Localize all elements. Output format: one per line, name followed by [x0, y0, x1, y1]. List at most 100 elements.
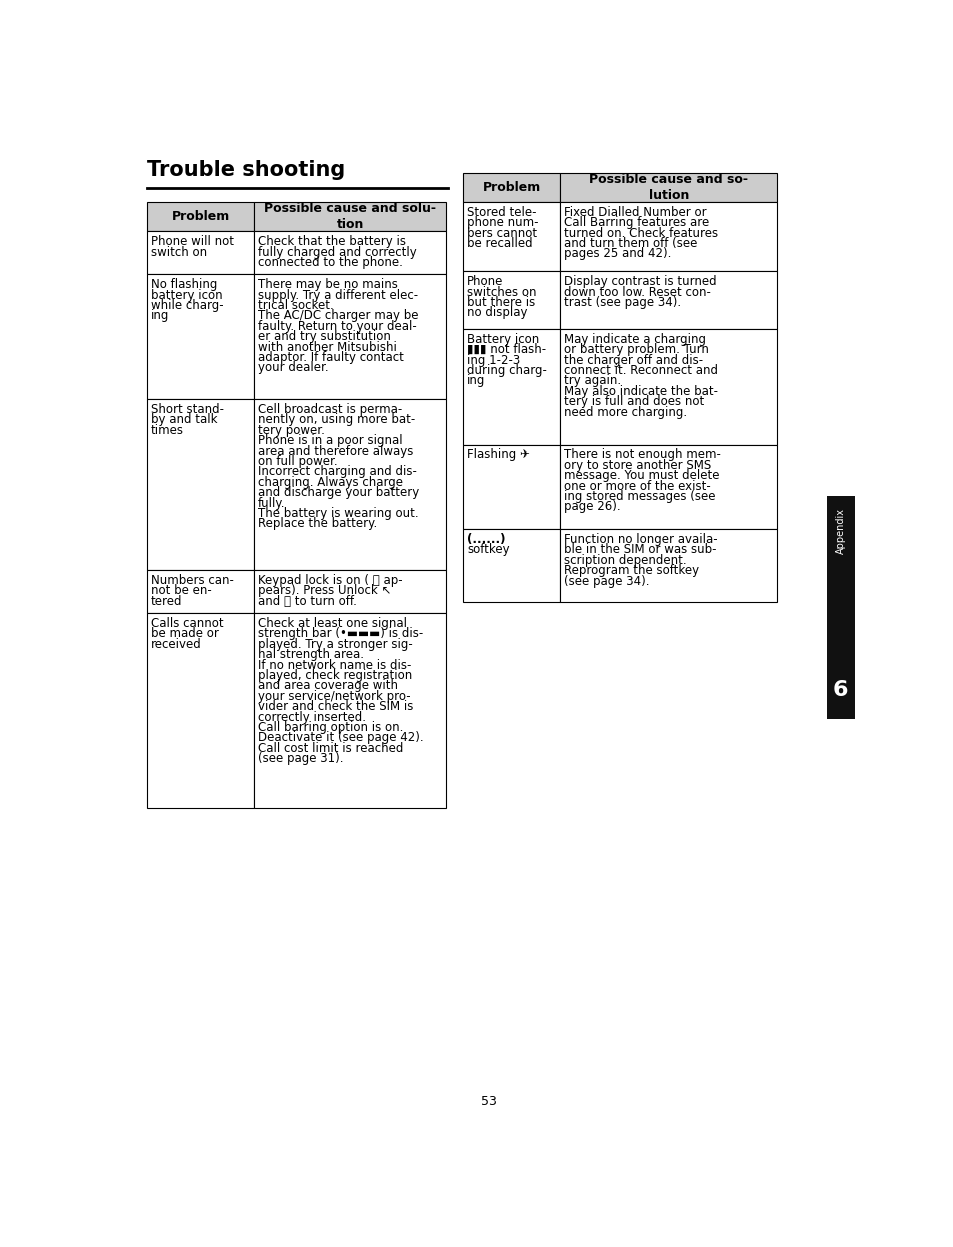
- Text: but there is: but there is: [467, 296, 535, 309]
- Text: bers cannot: bers cannot: [467, 227, 537, 239]
- Text: Function no longer availa-: Function no longer availa-: [563, 534, 717, 546]
- Text: nal strength area.: nal strength area.: [257, 648, 364, 661]
- Text: Call cost limit is reached: Call cost limit is reached: [257, 742, 403, 754]
- Text: ble in the SIM or was sub-: ble in the SIM or was sub-: [563, 544, 716, 556]
- Text: May indicate a charging: May indicate a charging: [563, 333, 705, 345]
- Text: need more charging.: need more charging.: [563, 405, 686, 419]
- Text: The AC/DC charger may be: The AC/DC charger may be: [257, 309, 418, 323]
- Text: phone num-: phone num-: [467, 216, 538, 229]
- Text: Problem: Problem: [172, 211, 230, 223]
- Text: Call barring option is on.: Call barring option is on.: [257, 721, 403, 734]
- Text: Problem: Problem: [482, 181, 540, 193]
- Text: May also indicate the bat-: May also indicate the bat-: [563, 385, 718, 398]
- Text: er and try substitution: er and try substitution: [257, 330, 391, 343]
- Text: and area coverage with: and area coverage with: [257, 680, 397, 692]
- Bar: [253, 231, 446, 274]
- Text: trast (see page 34).: trast (see page 34).: [563, 296, 680, 309]
- Text: Stored tele-: Stored tele-: [467, 206, 537, 219]
- Text: try again.: try again.: [563, 374, 620, 388]
- Text: Flashing ✈: Flashing ✈: [467, 449, 530, 461]
- Text: Numbers can-: Numbers can-: [151, 574, 233, 587]
- Text: Deactivate it (see page 42).: Deactivate it (see page 42).: [257, 732, 423, 744]
- Text: Reprogram the softkey: Reprogram the softkey: [563, 565, 699, 577]
- Text: ing stored messages (see: ing stored messages (see: [563, 490, 715, 503]
- Bar: [559, 272, 777, 329]
- Text: times: times: [151, 424, 184, 436]
- Text: Possible cause and solu-
tion: Possible cause and solu- tion: [264, 202, 436, 231]
- Text: played. Try a stronger sig-: played. Try a stronger sig-: [257, 637, 413, 651]
- Bar: [253, 202, 446, 231]
- Text: ▮▮▮ not flash-: ▮▮▮ not flash-: [467, 343, 546, 357]
- Text: strength bar (•▬▬▬) is dis-: strength bar (•▬▬▬) is dis-: [257, 627, 423, 641]
- Bar: [826, 496, 854, 720]
- Text: or battery problem. Turn: or battery problem. Turn: [563, 343, 708, 357]
- Text: charging. Always charge: charging. Always charge: [257, 476, 402, 489]
- Text: Fixed Dialled Number or: Fixed Dialled Number or: [563, 206, 706, 219]
- Text: ing: ing: [467, 374, 485, 388]
- Bar: [463, 173, 559, 202]
- Text: Call Barring features are: Call Barring features are: [563, 216, 709, 229]
- Text: Phone will not: Phone will not: [151, 236, 233, 248]
- Text: (see page 34).: (see page 34).: [563, 575, 649, 587]
- Text: while charg-: while charg-: [151, 299, 223, 312]
- Text: the charger off and dis-: the charger off and dis-: [563, 354, 702, 367]
- Text: Cell broadcast is perma-: Cell broadcast is perma-: [257, 403, 402, 416]
- Text: Phone is in a poor signal: Phone is in a poor signal: [257, 434, 402, 448]
- Text: supply. Try a different elec-: supply. Try a different elec-: [257, 288, 417, 302]
- Text: not be en-: not be en-: [151, 585, 212, 597]
- Text: Battery icon: Battery icon: [467, 333, 538, 345]
- Text: Check at least one signal: Check at least one signal: [257, 617, 407, 630]
- Text: with another Mitsubishi: with another Mitsubishi: [257, 340, 396, 354]
- Text: The battery is wearing out.: The battery is wearing out.: [257, 508, 418, 520]
- Bar: [147, 570, 253, 614]
- Text: trical socket.: trical socket.: [257, 299, 334, 312]
- Text: Short stand-: Short stand-: [151, 403, 224, 416]
- Text: softkey: softkey: [467, 544, 509, 556]
- Text: page 26).: page 26).: [563, 500, 620, 514]
- Bar: [559, 444, 777, 529]
- Bar: [147, 202, 253, 231]
- Text: 53: 53: [480, 1095, 497, 1109]
- Text: and turn them off (see: and turn them off (see: [563, 237, 697, 251]
- Text: during charg-: during charg-: [467, 364, 546, 377]
- Text: tery is full and does not: tery is full and does not: [563, 395, 703, 408]
- Text: no display: no display: [467, 307, 527, 319]
- Bar: [147, 274, 253, 399]
- Bar: [559, 173, 777, 202]
- Text: your dealer.: your dealer.: [257, 362, 328, 374]
- Text: Calls cannot: Calls cannot: [151, 617, 223, 630]
- Text: There is not enough mem-: There is not enough mem-: [563, 449, 720, 461]
- Text: ing: ing: [151, 309, 170, 323]
- Text: and discharge your battery: and discharge your battery: [257, 486, 418, 499]
- Text: battery icon: battery icon: [151, 288, 222, 302]
- Text: Display contrast is turned: Display contrast is turned: [563, 276, 716, 288]
- Text: area and therefore always: area and therefore always: [257, 444, 413, 458]
- Text: Incorrect charging and dis-: Incorrect charging and dis-: [257, 465, 416, 479]
- Text: switch on: switch on: [151, 246, 207, 258]
- Text: If no network name is dis-: If no network name is dis-: [257, 658, 411, 672]
- Text: Keypad lock is on ( ⓘ ap-: Keypad lock is on ( ⓘ ap-: [257, 574, 402, 587]
- Bar: [147, 231, 253, 274]
- Text: ory to store another SMS: ory to store another SMS: [563, 459, 711, 471]
- Bar: [463, 444, 559, 529]
- Text: (......): (......): [467, 534, 505, 546]
- Text: turned on. Check features: turned on. Check features: [563, 227, 718, 239]
- Bar: [463, 529, 559, 602]
- Text: connected to the phone.: connected to the phone.: [257, 256, 402, 269]
- Bar: [463, 329, 559, 444]
- Text: nently on, using more bat-: nently on, using more bat-: [257, 413, 415, 426]
- Text: Appendix: Appendix: [835, 508, 845, 554]
- Text: scription dependent.: scription dependent.: [563, 554, 686, 567]
- Text: played, check registration: played, check registration: [257, 668, 412, 682]
- Text: connect it. Reconnect and: connect it. Reconnect and: [563, 364, 718, 377]
- Text: tered: tered: [151, 595, 182, 607]
- Bar: [463, 272, 559, 329]
- Text: faulty. Return to your deal-: faulty. Return to your deal-: [257, 319, 416, 333]
- Bar: [559, 202, 777, 272]
- Text: pages 25 and 42).: pages 25 and 42).: [563, 247, 671, 261]
- Text: pears). Press Unlock ↖: pears). Press Unlock ↖: [257, 585, 391, 597]
- Text: switches on: switches on: [467, 286, 537, 298]
- Text: be recalled: be recalled: [467, 237, 533, 251]
- Text: one or more of the exist-: one or more of the exist-: [563, 480, 710, 493]
- Text: be made or: be made or: [151, 627, 218, 641]
